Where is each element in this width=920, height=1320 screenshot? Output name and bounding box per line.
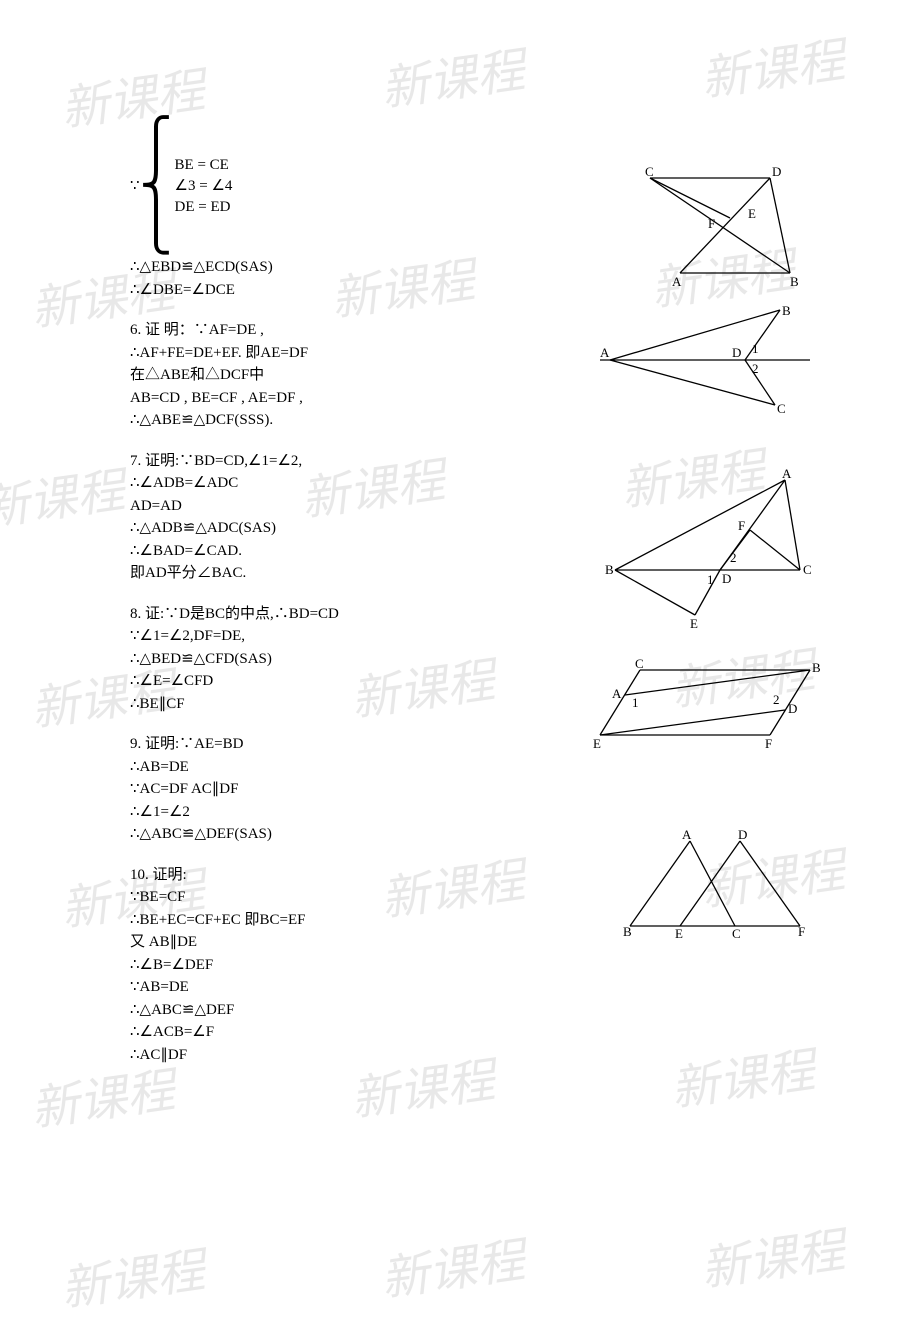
proof-line: ∵AC=DF AC∥DF [130,778,920,801]
proof-line: ∴∠1=∠2 [130,801,920,824]
document-content: ∵ ⎧⎨⎩ BE = CE ∠3 = ∠4 DE = ED ∴△EBD≌△ECD… [130,120,920,1066]
proof-line: ∴∠E=∠CFD [130,670,920,693]
proof-line: ∴△ADB≌△ADC(SAS) [130,517,920,540]
because-symbol: ∵ [130,175,140,198]
proof-line: 9. 证明:∵AE=BD [130,733,920,756]
proof-line: 即AD平分∠BAC. [130,562,920,585]
proof-line: 在△ABE和△DCF中 [130,364,920,387]
proof-line: ∴∠ACB=∠F [130,1021,920,1044]
proof-line: ∴∠BAD=∠CAD. [130,540,920,563]
proof-line: ∴AC∥DF [130,1044,920,1067]
proof-line: ∴△ABE≌△DCF(SSS). [130,409,920,432]
proof-line: ∴∠DBE=∠DCE [130,279,920,302]
problem-8: 8. 证:∵D是BC的中点,∴BD=CD ∵∠1=∠2,DF=DE, ∴△BED… [130,603,920,716]
proof-line: ∴∠B=∠DEF [130,954,920,977]
problem-5: ∵ ⎧⎨⎩ BE = CE ∠3 = ∠4 DE = ED ∴△EBD≌△ECD… [130,120,920,301]
proof-line: 6. 证 明：∵AF=DE , [130,319,920,342]
proof-line: ∴BE+EC=CF+EC 即BC=EF [130,909,920,932]
proof-line: 7. 证明:∵BD=CD,∠1=∠2, [130,450,920,473]
brace-line: ∠3 = ∠4 [175,176,233,197]
proof-line: ∴△ABC≌△DEF [130,999,920,1022]
proof-line: 10. 证明: [130,864,920,887]
problem-6: 6. 证 明：∵AF=DE , ∴AF+FE=DE+EF. 即AE=DF 在△A… [130,319,920,432]
proof-line: AD=AD [130,495,920,518]
problem-9: 9. 证明:∵AE=BD ∴AB=DE ∵AC=DF AC∥DF ∴∠1=∠2 … [130,733,920,846]
proof-line: ∴∠ADB=∠ADC [130,472,920,495]
proof-line: ∴△BED≌△CFD(SAS) [130,648,920,671]
proof-line: ∴AF+FE=DE+EF. 即AE=DF [130,342,920,365]
proof-line: ∴BE∥CF [130,693,920,716]
left-brace: ⎧⎨⎩ [140,120,173,252]
proof-line: ∴AB=DE [130,756,920,779]
brace-system: ∵ ⎧⎨⎩ BE = CE ∠3 = ∠4 DE = ED [130,120,920,252]
proof-line: ∴△ABC≌△DEF(SAS) [130,823,920,846]
proof-line: ∴△EBD≌△ECD(SAS) [130,256,920,279]
proof-line: ∵BE=CF [130,886,920,909]
brace-line: DE = ED [175,197,233,218]
proof-line: 8. 证:∵D是BC的中点,∴BD=CD [130,603,920,626]
problem-7: 7. 证明:∵BD=CD,∠1=∠2, ∴∠ADB=∠ADC AD=AD ∴△A… [130,450,920,585]
proof-line: 又 AB∥DE [130,931,920,954]
proof-line: ∵AB=DE [130,976,920,999]
proof-line: AB=CD , BE=CF , AE=DF , [130,387,920,410]
proof-line: ∵∠1=∠2,DF=DE, [130,625,920,648]
brace-line: BE = CE [175,155,233,176]
problem-10: 10. 证明: ∵BE=CF ∴BE+EC=CF+EC 即BC=EF 又 AB∥… [130,864,920,1067]
